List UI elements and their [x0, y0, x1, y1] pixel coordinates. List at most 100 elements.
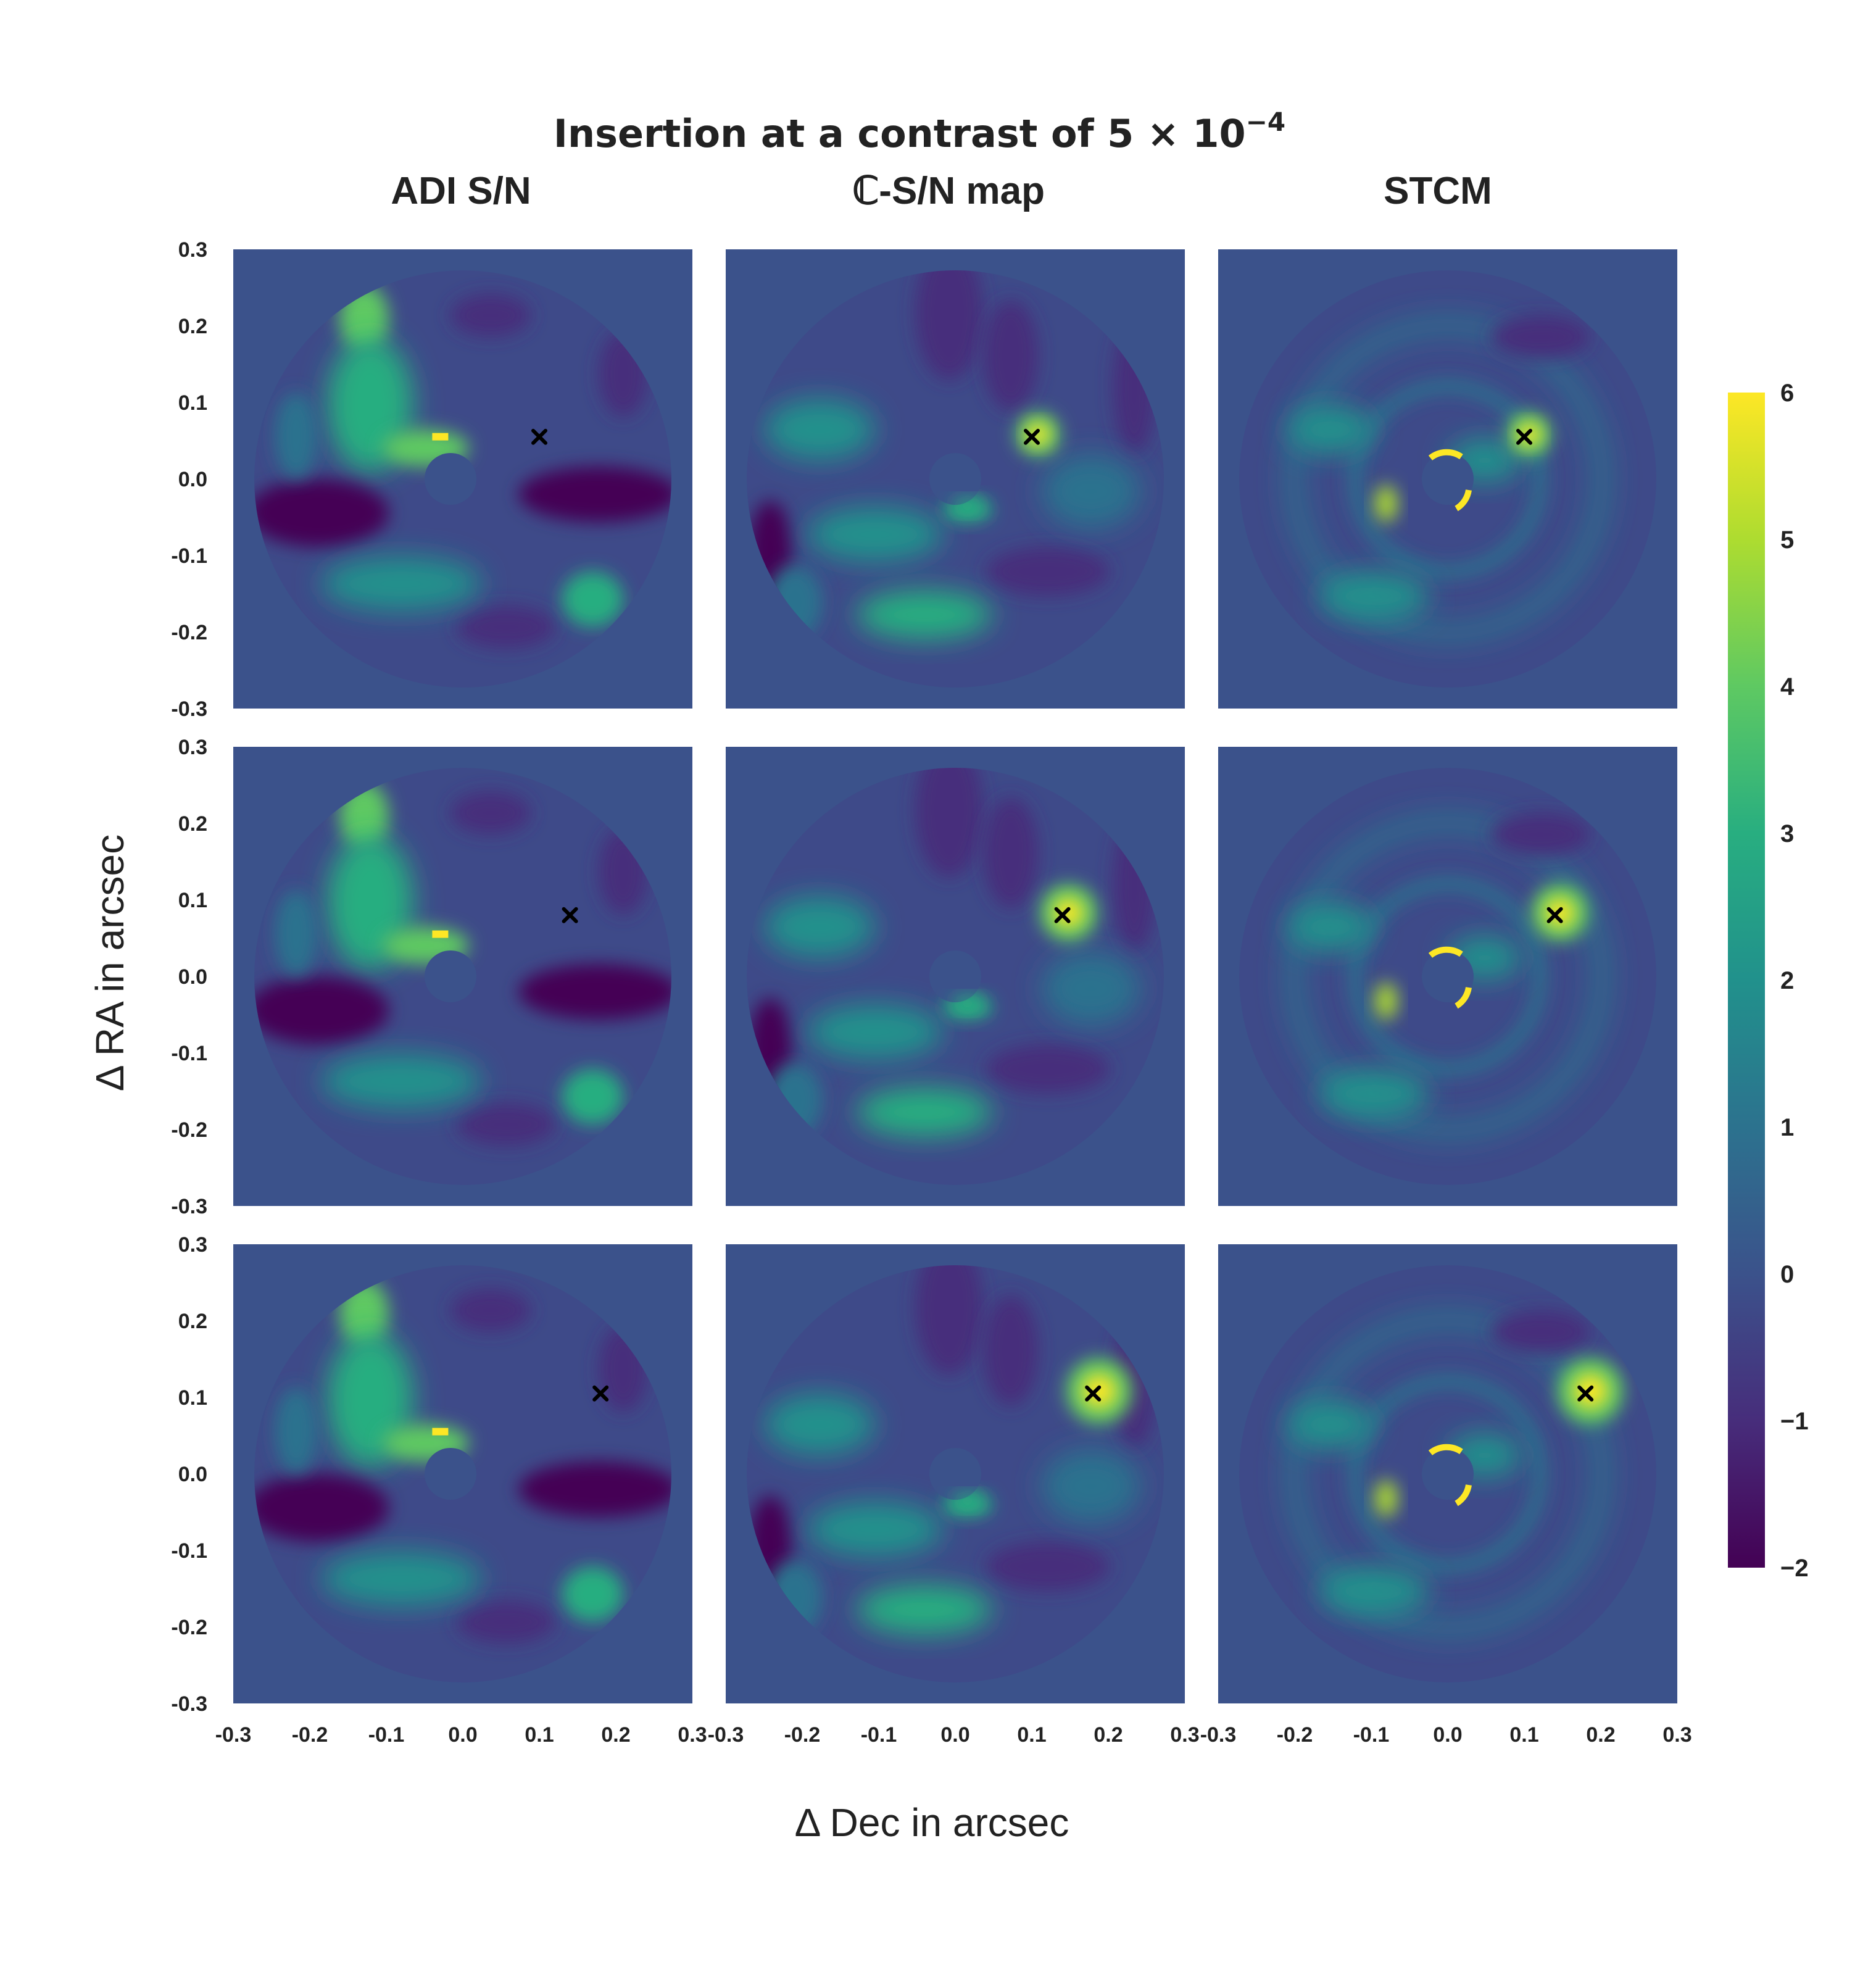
x-tick-label: 0.0	[448, 1723, 477, 1747]
y-tick-label: -0.3	[171, 1692, 207, 1716]
x-tick-label: 0.1	[1017, 1723, 1046, 1747]
noise-blob	[562, 1069, 623, 1125]
x-tick-label: -0.1	[1353, 1723, 1390, 1747]
noise-blob	[1287, 902, 1374, 952]
inner-ring-artifact-top	[1428, 946, 1463, 958]
central-mask	[1422, 950, 1474, 1002]
y-tick-label: -0.3	[171, 1195, 207, 1218]
colorbar-tick-label: 6	[1780, 380, 1794, 407]
noise-ring	[1285, 1312, 1610, 1636]
noise-ring	[1285, 814, 1610, 1139]
noise-blob	[807, 507, 943, 562]
x-tick-label: 0.1	[1509, 1723, 1538, 1747]
panel-disk	[1239, 1265, 1656, 1682]
injection-marker	[592, 1385, 609, 1402]
panel-disk	[1239, 270, 1656, 688]
y-tick-label: -0.2	[171, 1118, 207, 1142]
noise-blob	[983, 797, 1039, 908]
x-tick-label: 0.3	[678, 1723, 707, 1747]
y-tick-label: 0.0	[178, 965, 207, 989]
noise-blob	[1491, 813, 1590, 856]
noise-blob	[1318, 1069, 1429, 1118]
x-tick-label: -0.1	[861, 1723, 897, 1747]
noise-blob	[1491, 1310, 1590, 1353]
noise-blob	[275, 890, 318, 976]
noise-blob	[518, 964, 671, 1020]
planet-core	[1082, 1374, 1116, 1408]
heatmap-panel-r1-c1	[726, 747, 1185, 1206]
colorbar-tick-label: 2	[1780, 967, 1794, 994]
inner-ring-artifact-top	[1428, 1444, 1463, 1456]
noise-blob	[562, 572, 623, 627]
y-tick-labels: 0.3 0.2 0.1 0.0 -0.1 -0.2 -0.3 0.3 0.2 0.1 0.0 -0.1…	[171, 238, 207, 1716]
noise-blob	[1318, 572, 1429, 621]
injection-marker	[562, 907, 578, 923]
injection-marker	[1085, 1385, 1102, 1402]
column-title-stcm: STCM	[1384, 170, 1492, 212]
noise-ring	[1349, 380, 1546, 578]
x-axis-label: Δ Dec in arcsec	[795, 1800, 1069, 1845]
noise-blob	[518, 1462, 671, 1517]
x-tick-labels: -0.3 -0.2 -0.1 0.0 0.1 0.2 0.3 -0.3 -0.2 -0.1 0.0 0…	[215, 1723, 1692, 1747]
noise-blob	[1287, 405, 1374, 454]
y-tick-label: 0.2	[178, 812, 207, 836]
noise-blob	[275, 393, 318, 479]
x-tick-label: 0.0	[1433, 1723, 1462, 1747]
x-tick-label: -0.3	[215, 1723, 252, 1747]
central-mask	[929, 453, 981, 505]
injection-marker	[1577, 1385, 1594, 1402]
noise-blob	[807, 1004, 943, 1060]
injection-marker	[531, 428, 547, 445]
injection-marker	[1516, 428, 1532, 445]
noise-blob	[457, 1600, 555, 1644]
inner-ring-artifact-bottom	[1455, 489, 1472, 512]
x-tick-label: -0.3	[708, 1723, 744, 1747]
colorbar-tick-label: 0	[1780, 1261, 1794, 1288]
central-mask	[425, 453, 476, 505]
inner-residual	[952, 499, 984, 514]
noise-blob	[321, 556, 481, 612]
noise-blob	[321, 1054, 481, 1109]
noise-ring	[1349, 1375, 1546, 1573]
panel-disk	[254, 1265, 671, 1682]
colorbar-tick-label: −1	[1780, 1408, 1809, 1435]
y-tick-label: 0.0	[178, 468, 207, 491]
planet-core	[1054, 898, 1083, 928]
noise-blob	[450, 294, 531, 337]
column-title-csn: ℂ-S/N map	[852, 170, 1045, 212]
noise-blob	[457, 1103, 555, 1146]
chart-title-text: Insertion at a contrast of 5 × 10	[554, 111, 1246, 156]
adi-residual-peak	[432, 930, 449, 938]
y-tick-label: 0.3	[178, 1233, 207, 1257]
heatmap-panel-r0-c2	[1218, 249, 1677, 709]
x-tick-label: 0.3	[1662, 1723, 1691, 1747]
noise-blob	[275, 1387, 318, 1474]
noise-blob	[915, 768, 983, 878]
y-tick-label: -0.2	[171, 621, 207, 644]
injection-marker	[1054, 907, 1071, 923]
noise-blob	[1375, 485, 1397, 522]
x-tick-label: -0.3	[1200, 1723, 1237, 1747]
noise-blob	[764, 896, 875, 958]
y-tick-label: 0.1	[178, 889, 207, 912]
central-mask	[929, 1448, 981, 1500]
panel-grid	[233, 249, 1677, 1703]
heatmap-panel-r0-c1	[726, 249, 1185, 709]
noise-blob	[986, 547, 1110, 596]
noise-blob	[1042, 1449, 1140, 1523]
noise-blob	[857, 1087, 992, 1137]
noise-blob	[764, 399, 875, 460]
noise-blob	[1375, 1480, 1397, 1517]
x-tick-label: -0.2	[292, 1723, 328, 1747]
x-tick-label: -0.2	[784, 1723, 821, 1747]
colorbar-tick-label: 4	[1780, 673, 1795, 701]
noise-ring	[1285, 317, 1610, 641]
y-tick-label: 0.2	[178, 315, 207, 338]
colorbar-tick-label: 1	[1780, 1114, 1794, 1141]
heatmap-panel-r2-c2	[1218, 1244, 1677, 1703]
y-tick-label: 0.3	[178, 736, 207, 759]
noise-blob	[857, 1585, 992, 1634]
noise-blob	[254, 479, 389, 547]
noise-ring	[1349, 878, 1546, 1075]
colorbar-tick-label: −2	[1780, 1555, 1809, 1582]
